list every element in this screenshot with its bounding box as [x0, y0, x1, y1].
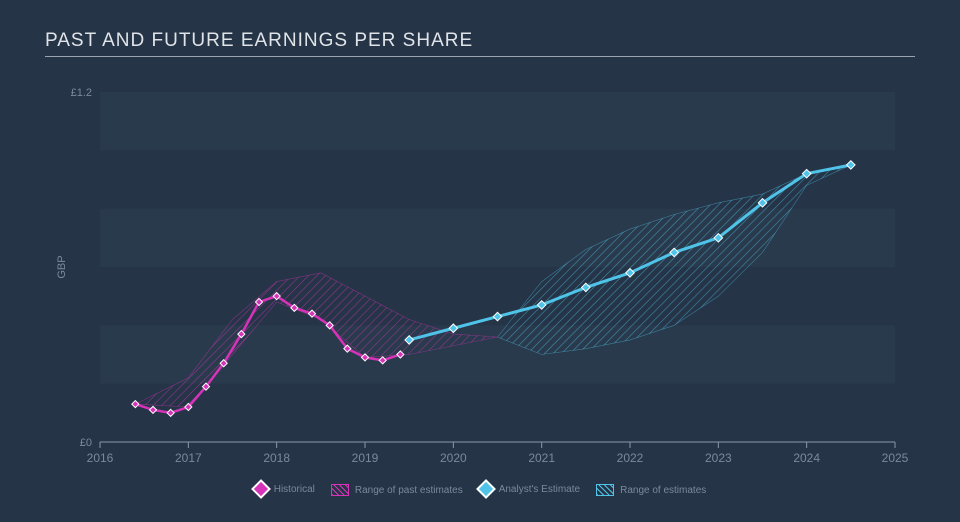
chart-container: PAST AND FUTURE EARNINGS PER SHARE £0 £1.…	[0, 0, 960, 522]
estimate-marker	[493, 312, 501, 320]
x-tick-label: 2025	[882, 451, 909, 465]
legend-hatch-icon	[596, 484, 614, 496]
eps-line-chart: £0 £1.2 GBP 2016 2017 2018 2019 2020 2021 2022 202…	[45, 72, 915, 472]
title-underline	[45, 56, 915, 57]
x-tick-label: 2023	[705, 451, 732, 465]
grid-band	[100, 92, 895, 150]
historical-marker	[149, 406, 156, 413]
x-tick-label: 2024	[793, 451, 820, 465]
x-tick-label: 2022	[617, 451, 644, 465]
historical-marker	[167, 409, 174, 416]
y-tick-label: £1.2	[71, 87, 92, 99]
legend-label: Range of estimates	[620, 485, 706, 496]
legend-label: Historical	[274, 484, 315, 495]
x-tick-label: 2021	[528, 451, 555, 465]
legend-label: Analyst's Estimate	[499, 484, 580, 495]
chart-title: PAST AND FUTURE EARNINGS PER SHARE	[45, 30, 915, 52]
legend-item: Range of past estimates	[331, 484, 463, 496]
legend-marker-icon	[251, 479, 271, 499]
x-tick-label: 2020	[440, 451, 467, 465]
legend-item: Range of estimates	[596, 484, 706, 496]
legend-hatch-icon	[331, 484, 349, 496]
x-tick-label: 2016	[87, 451, 114, 465]
estimate-marker	[847, 161, 855, 169]
legend-item: Analyst's Estimate	[479, 482, 580, 496]
chart-legend: Historical Range of past estimates Analyst…	[45, 482, 915, 499]
legend-item: Historical	[254, 482, 315, 496]
x-tick-label: 2019	[352, 451, 379, 465]
x-tick-label: 2017	[175, 451, 202, 465]
y-tick-label: £0	[80, 437, 92, 449]
legend-marker-icon	[476, 479, 496, 499]
x-tick-label: 2018	[263, 451, 290, 465]
y-axis-label: GBP	[56, 255, 68, 278]
legend-label: Range of past estimates	[355, 485, 463, 496]
historical-marker	[132, 401, 139, 408]
